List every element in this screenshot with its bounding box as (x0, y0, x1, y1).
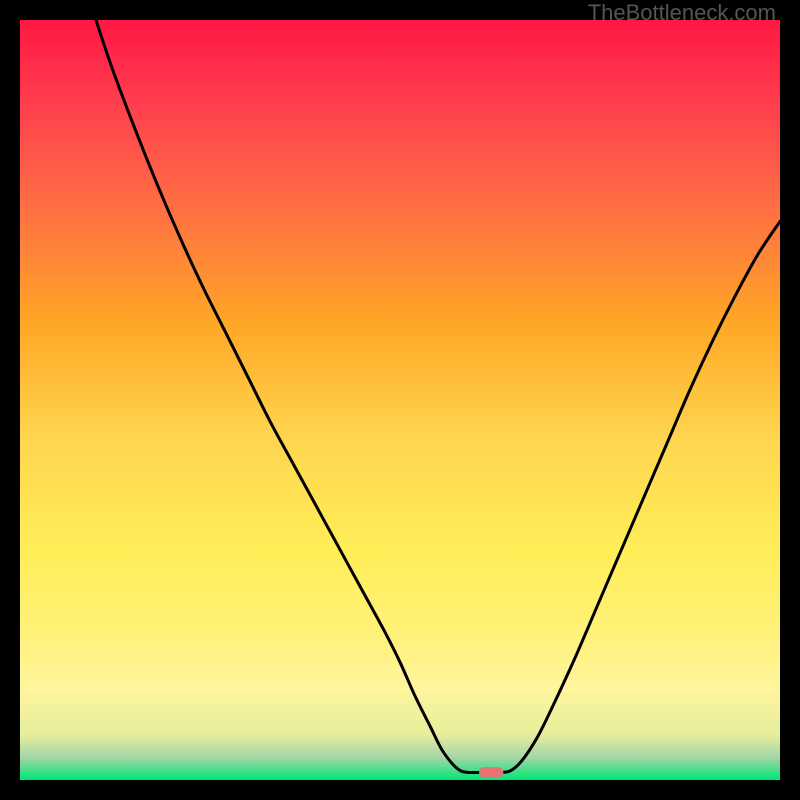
chart-gradient-background (20, 20, 780, 780)
bottleneck-chart: TheBottleneck.com (0, 0, 800, 800)
chart-svg (0, 0, 800, 800)
watermark-text: TheBottleneck.com (588, 0, 776, 26)
optimal-point-marker (479, 767, 503, 778)
